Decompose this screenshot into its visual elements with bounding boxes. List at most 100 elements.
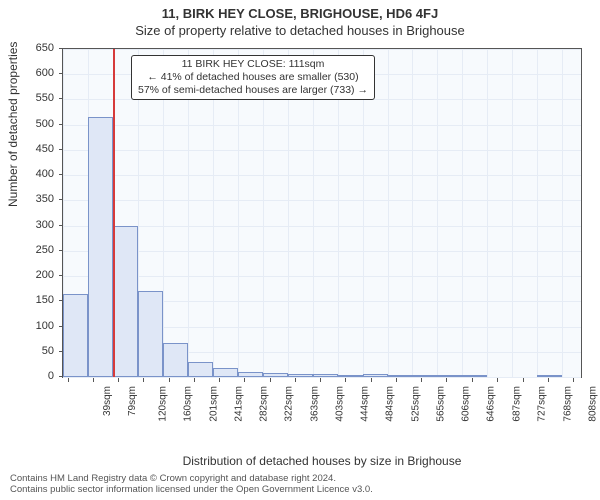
y-tick-label: 600 bbox=[36, 67, 54, 79]
x-tick-label: 565sqm bbox=[435, 386, 446, 422]
x-tick-label: 808sqm bbox=[587, 386, 598, 422]
y-tick-label: 200 bbox=[36, 269, 54, 281]
y-tick-label: 50 bbox=[42, 345, 54, 357]
gridline-v bbox=[462, 49, 463, 377]
histogram-bar bbox=[163, 343, 188, 377]
x-tick-label: 525sqm bbox=[411, 386, 422, 422]
x-tick-label: 241sqm bbox=[233, 386, 244, 422]
x-tick-label: 484sqm bbox=[385, 386, 396, 422]
histogram-bar bbox=[412, 375, 437, 377]
gridline-v bbox=[487, 49, 488, 377]
x-tick-label: 201sqm bbox=[208, 386, 219, 422]
x-tick-mark bbox=[573, 378, 574, 382]
footer-attribution: Contains HM Land Registry data © Crown c… bbox=[10, 474, 590, 496]
histogram-bar bbox=[537, 375, 562, 377]
histogram-bar bbox=[263, 373, 288, 377]
x-tick-mark bbox=[93, 378, 94, 382]
gridline-h bbox=[63, 150, 581, 151]
subject-marker-line bbox=[113, 49, 115, 377]
gridline-h bbox=[63, 200, 581, 201]
y-tick-label: 500 bbox=[36, 118, 54, 130]
annotation-line: 57% of semi-detached houses are larger (… bbox=[138, 84, 368, 97]
x-tick-label: 727sqm bbox=[537, 386, 548, 422]
histogram-bar bbox=[63, 294, 88, 377]
x-tick-label: 120sqm bbox=[158, 386, 169, 422]
x-tick-mark bbox=[345, 378, 346, 382]
histogram-bar bbox=[338, 375, 363, 377]
histogram-bar bbox=[363, 374, 388, 377]
histogram-bar bbox=[238, 372, 263, 377]
x-tick-mark bbox=[143, 378, 144, 382]
gridline-v bbox=[537, 49, 538, 377]
y-tick-label: 0 bbox=[48, 370, 54, 382]
gridline-v bbox=[412, 49, 413, 377]
x-tick-mark bbox=[219, 378, 220, 382]
gridline-h bbox=[63, 49, 581, 50]
histogram-bar bbox=[188, 362, 213, 377]
y-tick-label: 400 bbox=[36, 168, 54, 180]
x-tick-mark bbox=[118, 378, 119, 382]
histogram-bar bbox=[138, 291, 163, 377]
y-tick-label: 250 bbox=[36, 244, 54, 256]
gridline-v bbox=[437, 49, 438, 377]
x-tick-mark bbox=[472, 378, 473, 382]
y-tick-label: 550 bbox=[36, 92, 54, 104]
x-tick-mark bbox=[295, 378, 296, 382]
x-tick-mark bbox=[548, 378, 549, 382]
x-tick-label: 160sqm bbox=[183, 386, 194, 422]
y-tick-label: 350 bbox=[36, 193, 54, 205]
x-tick-label: 444sqm bbox=[360, 386, 371, 422]
gridline-v bbox=[562, 49, 563, 377]
y-tick-label: 150 bbox=[36, 294, 54, 306]
page-title-line1: 11, BIRK HEY CLOSE, BRIGHOUSE, HD6 4FJ bbox=[0, 0, 600, 21]
gridline-h bbox=[63, 377, 581, 378]
annotation-box: 11 BIRK HEY CLOSE: 111sqm← 41% of detach… bbox=[131, 55, 375, 100]
histogram-bar bbox=[113, 226, 138, 377]
y-axis-ticks: 050100150200250300350400450500550600650 bbox=[0, 48, 58, 378]
x-tick-label: 282sqm bbox=[259, 386, 270, 422]
x-tick-mark bbox=[320, 378, 321, 382]
y-tick-label: 300 bbox=[36, 219, 54, 231]
x-tick-label: 646sqm bbox=[486, 386, 497, 422]
x-axis-ticks: 39sqm 79sqm 120sqm 160sqm 201sqm 241sqm 282sqm… bbox=[62, 380, 582, 450]
x-tick-label: 363sqm bbox=[309, 386, 320, 422]
chart-area: Number of detached properties 0501001502… bbox=[0, 44, 600, 444]
gridline-v bbox=[512, 49, 513, 377]
gridline-h bbox=[63, 175, 581, 176]
x-tick-mark bbox=[421, 378, 422, 382]
x-tick-mark bbox=[68, 378, 69, 382]
histogram-bar bbox=[88, 117, 113, 377]
x-tick-label: 687sqm bbox=[512, 386, 523, 422]
y-tick-label: 100 bbox=[36, 320, 54, 332]
x-tick-label: 39sqm bbox=[102, 386, 113, 416]
x-tick-mark bbox=[270, 378, 271, 382]
page-title-line2: Size of property relative to detached ho… bbox=[0, 21, 600, 38]
x-tick-mark bbox=[169, 378, 170, 382]
x-tick-mark bbox=[446, 378, 447, 382]
x-tick-mark bbox=[371, 378, 372, 382]
histogram-bar bbox=[462, 375, 487, 377]
histogram-bar bbox=[313, 374, 338, 377]
histogram-bar bbox=[437, 375, 462, 377]
x-tick-mark bbox=[523, 378, 524, 382]
x-tick-label: 768sqm bbox=[562, 386, 573, 422]
footer-line2: Contains public sector information licen… bbox=[10, 485, 590, 496]
y-tick-label: 450 bbox=[36, 143, 54, 155]
annotation-line: ← 41% of detached houses are smaller (53… bbox=[138, 71, 368, 84]
x-tick-mark bbox=[244, 378, 245, 382]
x-tick-mark bbox=[497, 378, 498, 382]
gridline-h bbox=[63, 226, 581, 227]
x-tick-label: 606sqm bbox=[461, 386, 472, 422]
histogram-bar bbox=[288, 374, 313, 377]
x-tick-label: 79sqm bbox=[127, 386, 138, 416]
gridline-v bbox=[388, 49, 389, 377]
annotation-line: 11 BIRK HEY CLOSE: 111sqm bbox=[138, 58, 368, 71]
y-tick-label: 650 bbox=[36, 42, 54, 54]
histogram-bar bbox=[388, 375, 413, 377]
gridline-h bbox=[63, 251, 581, 252]
x-tick-label: 403sqm bbox=[334, 386, 345, 422]
x-tick-mark bbox=[396, 378, 397, 382]
x-axis-label: Distribution of detached houses by size … bbox=[62, 454, 582, 468]
histogram-plot: 11 BIRK HEY CLOSE: 111sqm← 41% of detach… bbox=[62, 48, 582, 378]
x-tick-mark bbox=[194, 378, 195, 382]
